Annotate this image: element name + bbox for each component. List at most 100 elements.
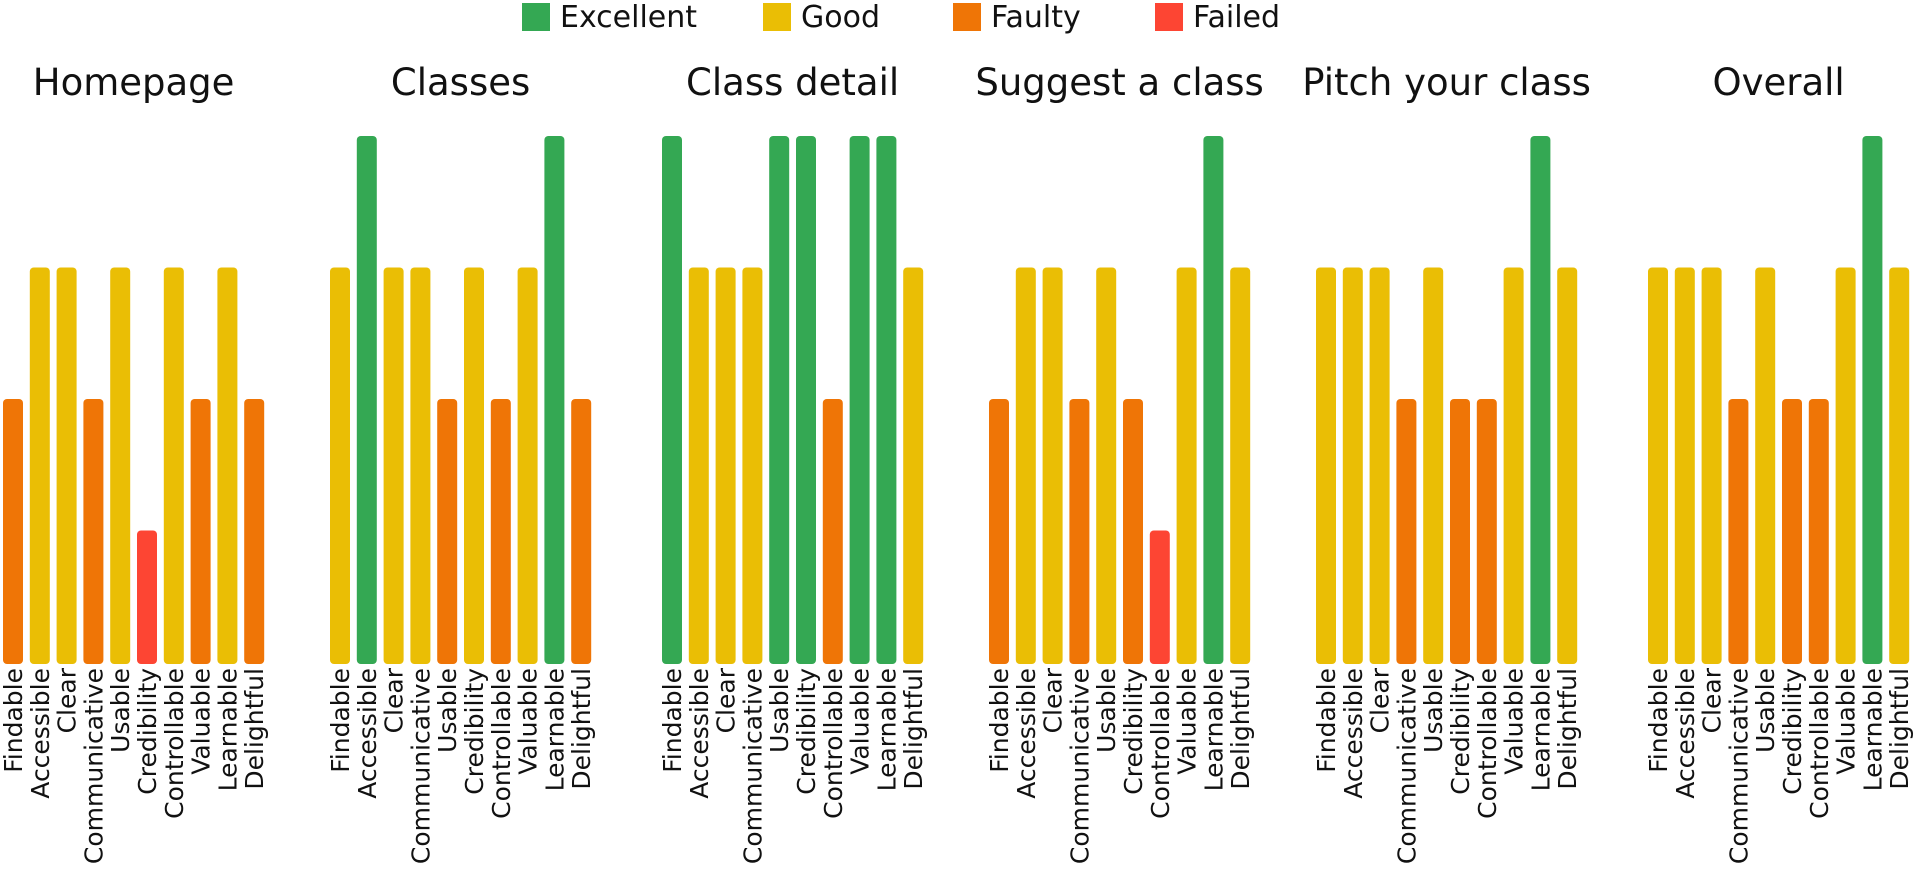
panel-title: Pitch your class — [1302, 61, 1591, 104]
bar — [688, 267, 709, 664]
bar — [110, 267, 131, 664]
bar — [410, 267, 431, 664]
bar — [1808, 399, 1829, 664]
tick-label: Controllable — [1473, 668, 1502, 819]
bar — [571, 399, 592, 664]
tick-label: Clear — [1698, 667, 1727, 733]
tick-label: Learnable — [872, 668, 901, 791]
tick-label: Learnable — [1858, 668, 1887, 791]
tick-label: Credibility — [1778, 668, 1807, 795]
tick-label: Usable — [106, 668, 135, 753]
tick-label: Valuable — [187, 668, 216, 775]
bar — [1450, 399, 1470, 664]
legend-item-good: Good — [763, 0, 880, 35]
tick-label: Clear — [1039, 667, 1068, 733]
tick-label: Credibility — [460, 668, 489, 795]
panel-title: Class detail — [686, 61, 899, 104]
tick-label: Accessible — [26, 668, 55, 799]
bar — [769, 136, 790, 664]
bar — [1862, 136, 1883, 664]
bar — [1342, 267, 1363, 664]
tick-label: Communicative — [406, 668, 435, 864]
bar — [662, 136, 682, 664]
bar — [989, 399, 1009, 664]
tick-label: Credibility — [792, 668, 821, 795]
tick-label: Delightful — [567, 668, 596, 790]
tick-label: Delightful — [1885, 668, 1914, 790]
chart-panel: Pitch your classFindableAccessibleClearC… — [1302, 61, 1591, 864]
tick-label: Delightful — [899, 668, 928, 790]
bar — [244, 399, 265, 664]
tick-label: Accessible — [353, 668, 382, 799]
bar — [1015, 267, 1036, 664]
tick-label: Communicative — [1065, 668, 1094, 864]
tick-label: Communicative — [738, 668, 767, 864]
bar — [1369, 267, 1390, 664]
bar — [1674, 267, 1695, 664]
tick-label: Learnable — [1526, 668, 1555, 791]
tick-label: Learnable — [1199, 668, 1228, 791]
tick-label: Delightful — [1553, 668, 1582, 790]
panel-title: Classes — [391, 61, 530, 104]
tick-label: Delightful — [1226, 668, 1255, 790]
legend-label-good: Good — [801, 0, 880, 35]
bar — [1149, 530, 1170, 664]
bar — [1530, 136, 1551, 664]
tick-label: Usable — [1751, 668, 1780, 753]
chart-panel: Class detail FindableAccessibleClearCommu… — [658, 61, 928, 864]
legend-label-faulty: Faulty — [991, 0, 1081, 35]
tick-label: Valuable — [1173, 668, 1202, 775]
tick-label: Credibility — [1119, 668, 1148, 795]
tick-label: Accessible — [1012, 668, 1041, 799]
tick-label: Findable — [658, 668, 687, 773]
bar — [83, 399, 104, 664]
tick-label: Learnable — [540, 668, 569, 791]
tick-label: Findable — [326, 668, 355, 773]
legend-swatch-good — [763, 3, 791, 31]
bar — [544, 136, 565, 664]
tick-label: Credibility — [133, 668, 162, 795]
bar — [1557, 267, 1578, 664]
bar — [437, 399, 458, 664]
bar — [1782, 399, 1802, 664]
bar — [330, 267, 350, 664]
tick-label: Clear — [380, 667, 409, 733]
bar — [742, 267, 763, 664]
tick-label: Communicative — [1724, 668, 1753, 864]
chart-panel: Suggest a classFindableAccessibleClearCo… — [975, 61, 1264, 864]
bar — [3, 399, 23, 664]
tick-label: Learnable — [213, 668, 242, 791]
bar — [796, 136, 816, 664]
bar — [56, 267, 77, 664]
tick-label: Valuable — [1832, 668, 1861, 775]
chart-panel: Homepage FindableAccessibleClearCommunica… — [0, 61, 269, 864]
tick-label: Accessible — [1671, 668, 1700, 799]
legend-swatch-excellent — [522, 3, 550, 31]
bar — [517, 267, 538, 664]
legend-swatch-faulty — [953, 3, 981, 31]
chart-panel: Classes FindableAccessibleClearCommunicat… — [326, 61, 596, 864]
tick-label: Controllable — [1805, 668, 1834, 819]
bar — [1728, 399, 1749, 664]
panel-title: Suggest a class — [975, 61, 1264, 104]
bar — [1889, 267, 1910, 664]
tick-label: Communicative — [79, 668, 108, 864]
tick-label: Usable — [1419, 668, 1448, 753]
bar — [163, 267, 184, 664]
legend-item-faulty: Faulty — [953, 0, 1081, 35]
chart-panel: Overall FindableAccessibleClearCommunicat… — [1644, 61, 1914, 864]
legend-item-excellent: Excellent — [522, 0, 697, 35]
bar — [1230, 267, 1251, 664]
tick-label: Clear — [53, 667, 82, 733]
bar — [876, 136, 897, 664]
bar — [383, 267, 404, 664]
bar — [1755, 267, 1776, 664]
legend: Excellent Good Faulty Failed — [0, 0, 1920, 40]
bar — [1423, 267, 1444, 664]
bar — [1476, 399, 1497, 664]
tick-label: Findable — [1644, 668, 1673, 773]
bar — [190, 399, 211, 664]
bar — [1069, 399, 1090, 664]
legend-item-failed: Failed — [1155, 0, 1280, 35]
bar — [1096, 267, 1117, 664]
